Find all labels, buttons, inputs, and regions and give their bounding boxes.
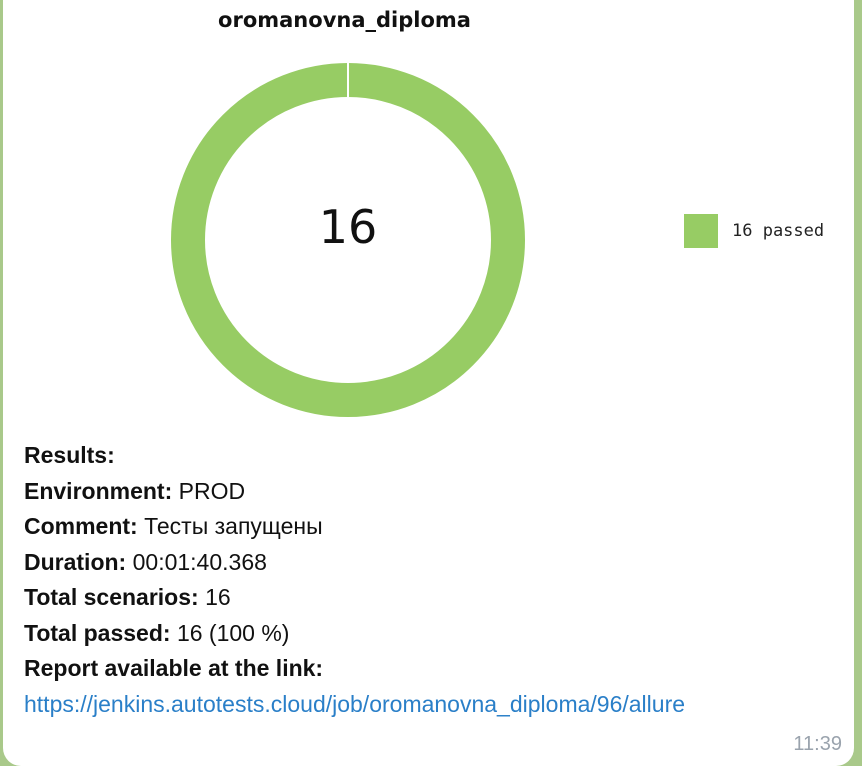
comment-value: Тесты запущены: [144, 513, 323, 539]
report-link-line: https://jenkins.autotests.cloud/job/orom…: [24, 687, 844, 723]
total-passed-label: Total passed:: [24, 619, 171, 646]
report-chart-image[interactable]: oromanovna_diploma 16 16 passed: [3, 0, 854, 420]
duration-line: Duration: 00:01:40.368: [24, 545, 844, 581]
legend-label-passed: 16 passed: [732, 221, 825, 241]
message-bubble: oromanovna_diploma 16 16 passed Results:…: [3, 0, 854, 766]
message-text: Results: Environment: PROD Comment: Тест…: [24, 438, 844, 722]
chart-legend: 16 passed: [684, 214, 824, 248]
duration-value: 00:01:40.368: [132, 548, 267, 575]
total-scenarios-line: Total scenarios: 16: [24, 580, 844, 616]
message-time: 11:39: [793, 733, 842, 755]
donut-chart: [171, 63, 525, 417]
legend-swatch-passed: [684, 214, 718, 248]
total-passed-value: 16 (100 %): [176, 619, 290, 646]
chart-title: oromanovna_diploma: [218, 8, 471, 32]
duration-label: Duration:: [24, 548, 127, 575]
environment-line: Environment: PROD: [24, 474, 844, 510]
total-passed-line: Total passed: 16 (100 %): [24, 616, 844, 652]
results-label: Results:: [24, 442, 115, 468]
report-link[interactable]: https://jenkins.autotests.cloud/job/orom…: [24, 690, 686, 717]
comment-line: Comment: Тесты запущены: [24, 509, 844, 545]
environment-value: PROD: [178, 477, 246, 504]
chart-center-total: 16: [318, 200, 378, 254]
total-scenarios-value: 16: [205, 584, 231, 610]
environment-label: Environment:: [24, 477, 173, 504]
results-line: Results:: [24, 438, 844, 474]
report-line: Report available at the link:: [24, 651, 844, 687]
comment-label: Comment:: [24, 513, 138, 539]
total-scenarios-label: Total scenarios:: [24, 584, 199, 610]
report-label: Report available at the link:: [24, 655, 324, 681]
